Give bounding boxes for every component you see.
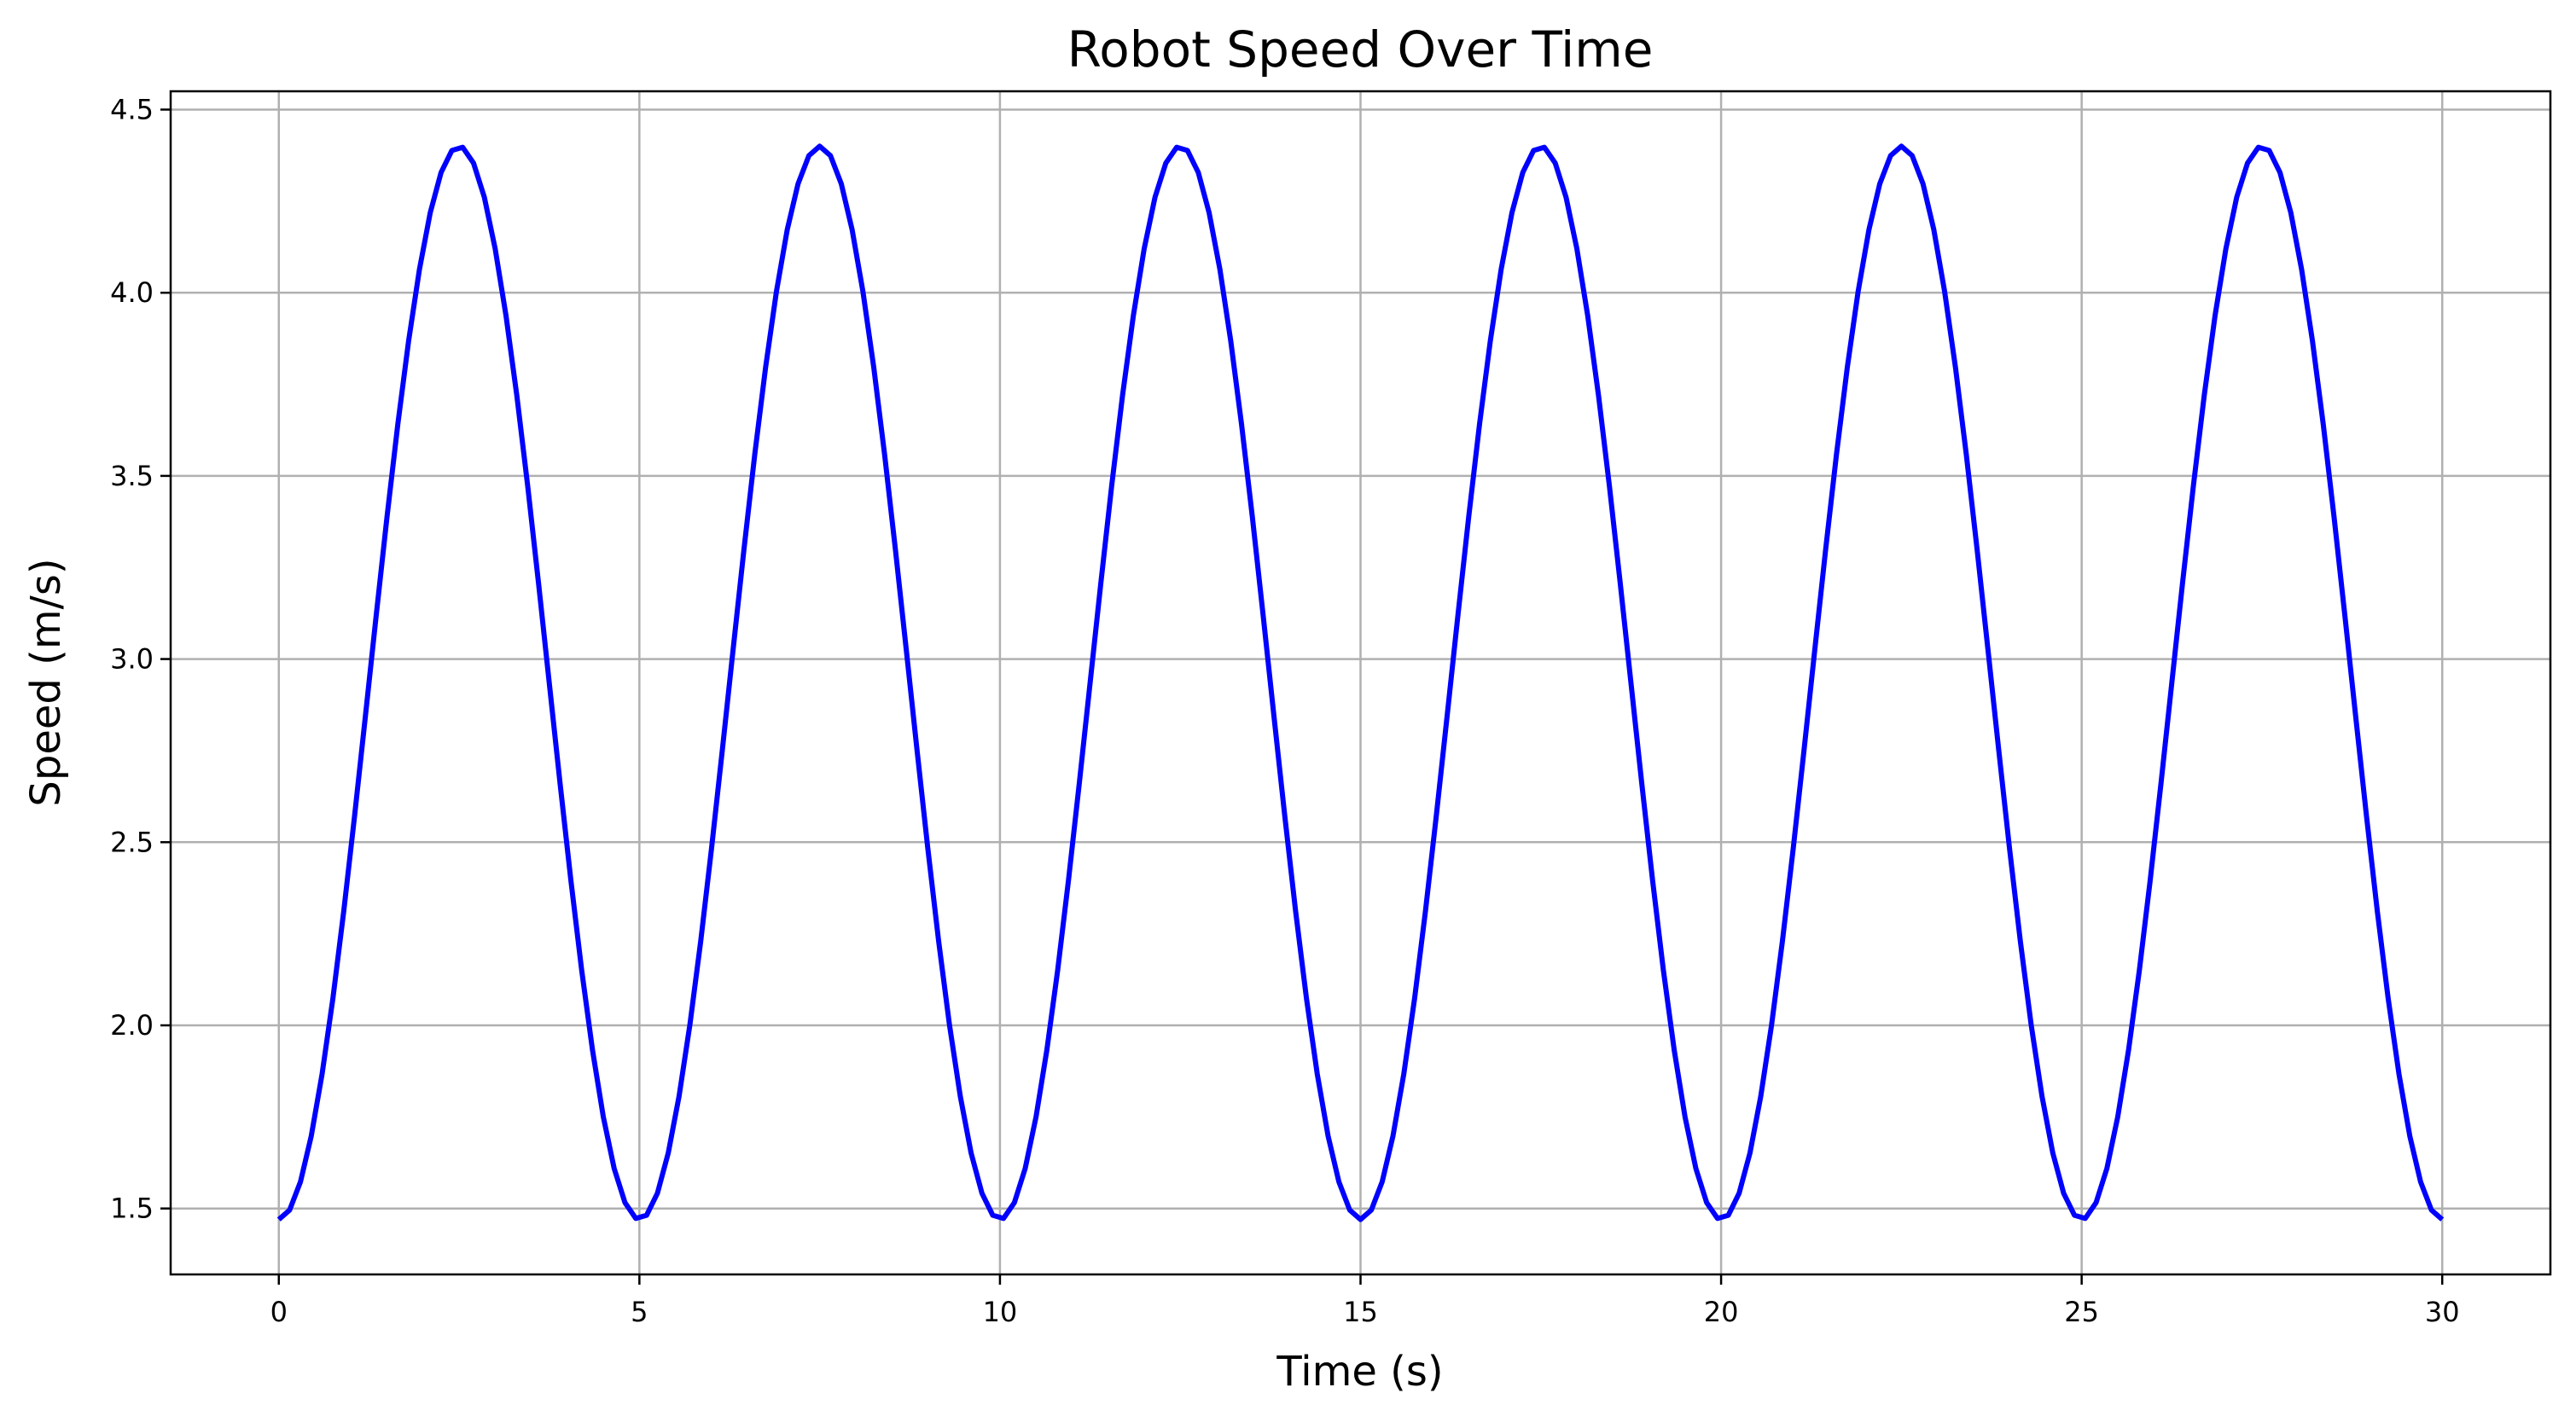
- x-tick-label: 25: [2064, 1296, 2099, 1328]
- y-tick-label: 2.5: [110, 826, 154, 858]
- y-tick-label: 3.5: [110, 460, 154, 492]
- x-tick-label: 30: [2425, 1296, 2460, 1328]
- x-tick-label: 0: [270, 1296, 288, 1328]
- series-line-speed: [276, 143, 2445, 1222]
- grid: [171, 91, 2550, 1274]
- y-axis-title: Speed (m/s): [22, 558, 70, 806]
- x-tick-label: 15: [1343, 1296, 1378, 1328]
- y-tick-label: 1.5: [110, 1193, 154, 1225]
- x-tick-label: 20: [1704, 1296, 1739, 1328]
- y-axis: 1.5 2.0 2.5 3.0 3.5 4.0 4.5: [110, 93, 171, 1225]
- y-tick-label: 4.5: [110, 93, 154, 125]
- chart-title: Robot Speed Over Time: [1067, 20, 1654, 78]
- x-axis-title: Time (s): [1276, 1348, 1443, 1396]
- x-axis: 0 5 10 15 20 25 30: [270, 1274, 2460, 1328]
- x-tick-label: 5: [631, 1296, 648, 1328]
- y-tick-label: 3.0: [110, 643, 154, 676]
- series: [276, 143, 2445, 1222]
- y-tick-label: 2.0: [110, 1009, 154, 1042]
- y-tick-label: 4.0: [110, 276, 154, 309]
- x-tick-label: 10: [983, 1296, 1018, 1328]
